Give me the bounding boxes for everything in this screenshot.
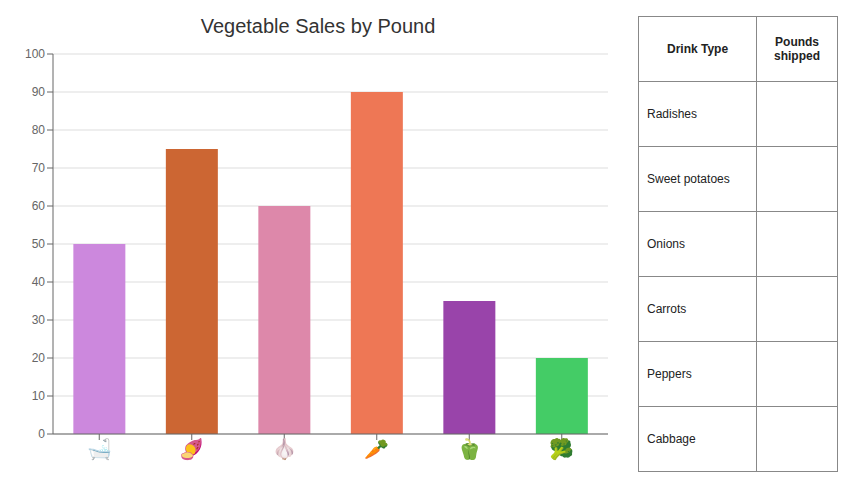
html-text:Cabbage: Cabbage [647, 432, 696, 446]
html-text:Onions: Onions [647, 237, 685, 251]
svg-text:🍠: 🍠 [179, 437, 204, 461]
svg-text:0: 0 [38, 427, 45, 441]
svg-text:🥦: 🥦 [549, 437, 574, 461]
svg-text:🥕: 🥕 [364, 438, 389, 460]
svg-text:40: 40 [32, 275, 46, 289]
svg-text:10: 10 [32, 389, 46, 403]
svg-text:50: 50 [32, 237, 46, 251]
svg-text:80: 80 [32, 123, 46, 137]
html-text:Peppers: Peppers [647, 367, 692, 381]
svg-text:100: 100 [25, 47, 45, 61]
svg-text:🧄: 🧄 [272, 437, 297, 461]
html-text:Radishes: Radishes [647, 107, 697, 121]
svg-text:🫑: 🫑 [457, 437, 482, 461]
svg-text:70: 70 [32, 161, 46, 175]
svg-text:60: 60 [32, 199, 46, 213]
html-text:Drink Type: Drink Type [667, 42, 729, 56]
svg-text:20: 20 [32, 351, 46, 365]
html-text:Carrots: Carrots [647, 302, 687, 316]
svg-text:🛁: 🛁 [87, 437, 112, 461]
svg-text:90: 90 [32, 85, 46, 99]
svg-text:30: 30 [32, 313, 46, 327]
html-text:Sweet potatoes: Sweet potatoes [647, 172, 730, 186]
html-text:Vegetable Sales by Pound: Vegetable Sales by Pound [200, 15, 436, 37]
html-text:Pounds shipped: Pounds shipped [774, 35, 820, 63]
